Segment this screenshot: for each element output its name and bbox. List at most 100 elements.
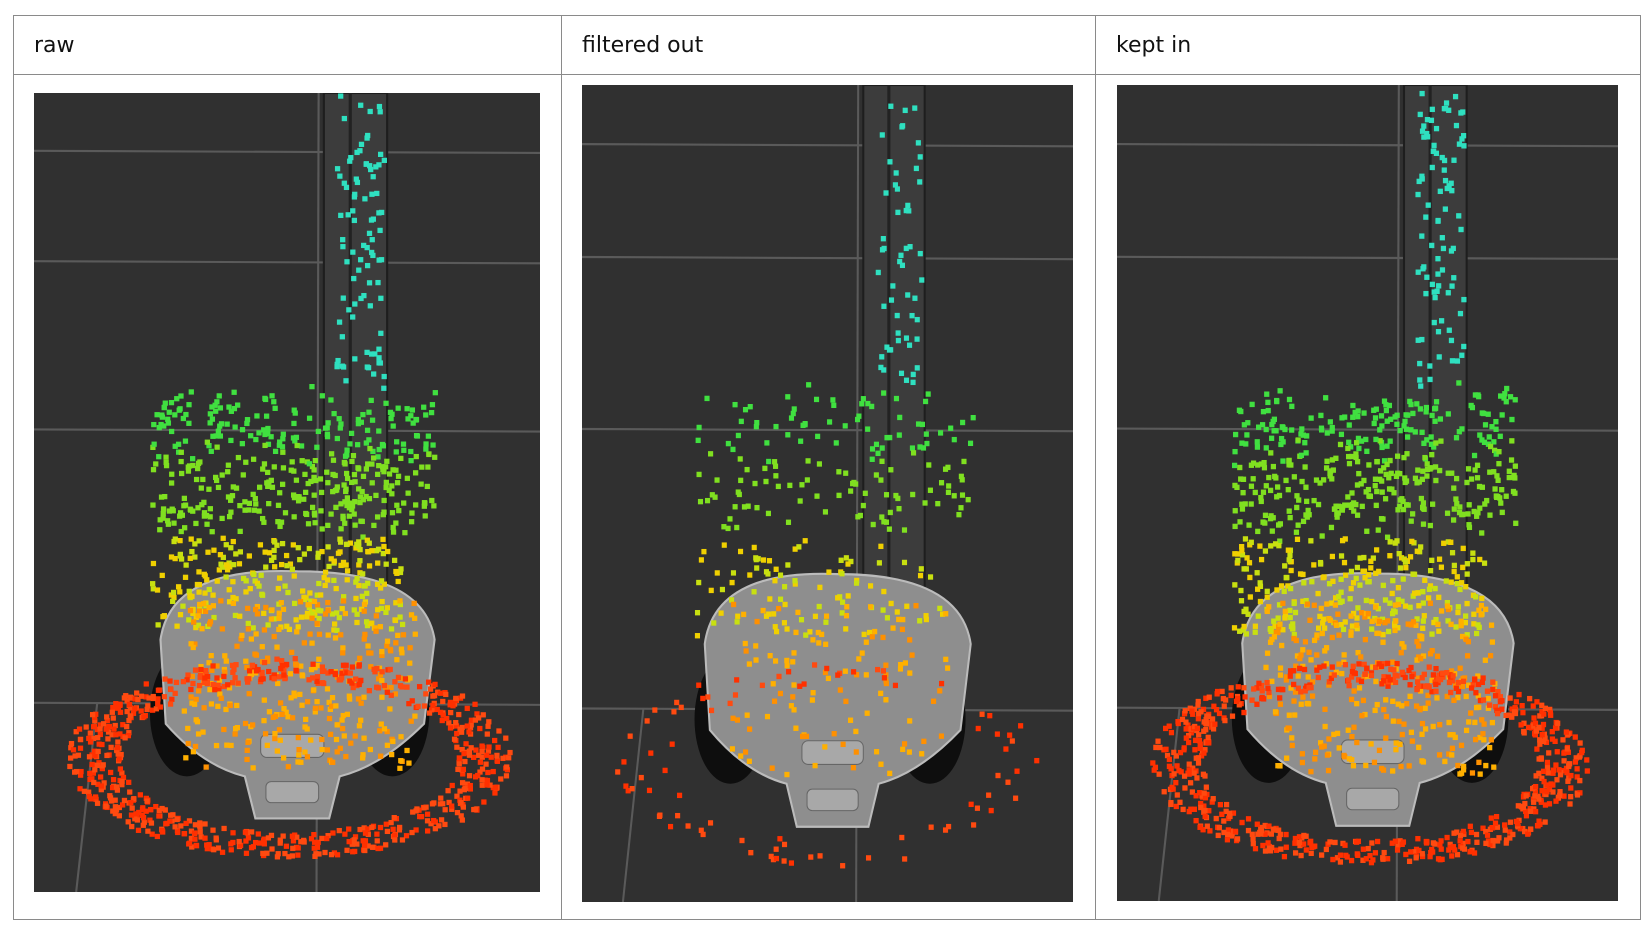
point: [156, 454, 162, 460]
point: [1277, 621, 1283, 627]
point: [1211, 703, 1217, 709]
point: [314, 444, 320, 450]
point: [291, 514, 297, 520]
point: [1360, 857, 1366, 863]
point: [326, 563, 332, 570]
point: [369, 548, 375, 554]
point: [1351, 508, 1357, 514]
point: [951, 493, 957, 499]
point: [394, 439, 400, 445]
point: [1434, 695, 1440, 701]
point: [387, 706, 393, 712]
point: [1266, 693, 1273, 700]
point: [1403, 426, 1409, 432]
point: [237, 528, 243, 535]
point: [897, 666, 904, 672]
point: [340, 662, 347, 668]
point: [1394, 673, 1400, 679]
point: [1168, 729, 1175, 736]
point: [370, 844, 376, 850]
point: [1432, 585, 1438, 592]
point: [261, 461, 268, 467]
point: [743, 749, 749, 755]
point: [376, 346, 382, 352]
floor-grid: [1117, 142, 1618, 148]
point: [743, 648, 749, 654]
point: [127, 713, 133, 719]
point: [968, 801, 974, 808]
point: [1392, 602, 1399, 608]
point: [343, 753, 349, 760]
point: [1530, 796, 1537, 802]
point: [1497, 433, 1503, 439]
point: [344, 259, 350, 265]
point: [127, 789, 133, 795]
point: [1536, 724, 1542, 731]
point: [266, 668, 272, 675]
point: [907, 670, 913, 676]
point: [1460, 133, 1467, 139]
point: [1189, 708, 1195, 714]
point: [845, 561, 851, 567]
point: [379, 648, 385, 655]
point: [1468, 476, 1475, 482]
point: [195, 622, 202, 628]
point: [468, 717, 475, 723]
point: [812, 762, 818, 769]
point: [263, 564, 269, 570]
point: [430, 442, 436, 448]
point: [449, 803, 455, 809]
point: [1499, 412, 1505, 418]
point: [902, 107, 908, 114]
point: [303, 716, 309, 723]
point: [384, 643, 390, 649]
point: [1388, 416, 1394, 422]
point: [183, 820, 189, 827]
point: [1319, 533, 1325, 539]
point: [1429, 164, 1435, 171]
point: [90, 770, 96, 776]
point: [170, 812, 176, 818]
point: [1451, 697, 1457, 703]
point: [1192, 737, 1199, 744]
point: [344, 711, 351, 717]
point: [206, 486, 212, 492]
point: [388, 626, 395, 632]
point: [799, 482, 805, 488]
point: [1304, 433, 1310, 439]
point: [790, 410, 796, 417]
point: [371, 522, 377, 529]
point: [242, 507, 248, 513]
point: [1547, 706, 1553, 713]
point: [1384, 461, 1390, 468]
point: [906, 342, 913, 348]
point: [784, 626, 790, 632]
point: [252, 495, 258, 502]
point: [280, 833, 286, 839]
point: [156, 807, 162, 814]
point: [260, 466, 266, 472]
point: [340, 712, 346, 719]
point: [193, 842, 199, 849]
point: [204, 439, 210, 445]
point: [457, 755, 463, 762]
point: [1339, 415, 1345, 421]
point: [1203, 784, 1209, 790]
point: [383, 821, 389, 827]
point: [245, 620, 251, 627]
point: [171, 538, 177, 545]
point: [232, 612, 239, 619]
point: [1421, 671, 1427, 678]
point: [453, 695, 459, 702]
point: [1510, 831, 1516, 838]
point: [190, 610, 196, 617]
point: [1525, 831, 1531, 837]
point: [1457, 504, 1463, 510]
point: [344, 447, 350, 453]
point: [430, 702, 436, 709]
point: [385, 548, 391, 555]
point: [451, 736, 458, 742]
point: [349, 503, 356, 509]
point: [1166, 723, 1172, 729]
point: [171, 520, 177, 526]
